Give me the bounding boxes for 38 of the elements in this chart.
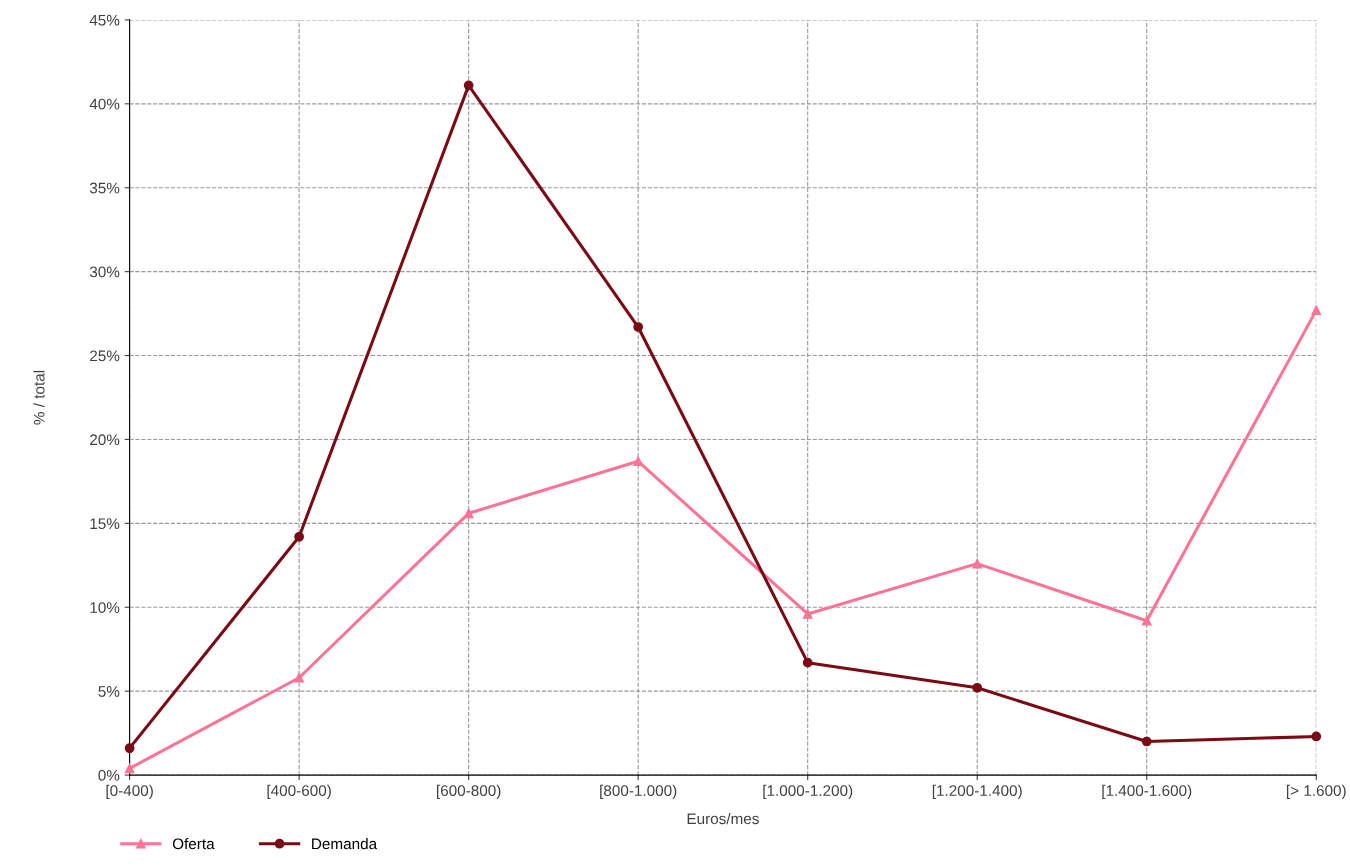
x-tick-label: [400-600) [267,784,331,800]
point [633,322,644,332]
y-tick-label: 30% [89,266,120,278]
y-axis-title: % / total [33,370,45,425]
point [633,456,644,467]
point [802,657,813,668]
point [972,682,983,693]
y-tick-label: 40% [89,98,120,110]
x-tick-label: [1.000-1.200) [763,784,853,800]
y-tick-label: 25% [90,350,120,362]
point [124,763,135,774]
x-axis-title: Euros/mes [687,812,759,825]
legend-label: Demanda [312,838,378,850]
y-tick-label: 15% [90,518,120,530]
x-tick-label: [600-800) [437,784,501,800]
x-tick-label: [800-1.000) [600,784,677,800]
point [1141,615,1152,626]
x-tick-label: [1.200-1.400) [932,784,1022,800]
y-tick-label: 0% [98,769,120,781]
y-tick-label: 35% [89,182,120,194]
point [463,508,474,519]
y-tick-label: 5% [98,686,120,697]
y-tick-label: 20% [90,434,120,446]
x-tick-label: [> 1.600) [1286,784,1346,800]
y-tick-label: 45% [89,14,120,26]
point [294,531,304,542]
x-tick-label: [0-400) [106,784,153,800]
point [802,609,813,619]
point [463,80,474,91]
point [124,743,135,754]
x-tick-label: [1.400-1.600) [1102,784,1192,800]
point [1311,305,1322,316]
legend-label: Oferta [172,838,215,850]
point [294,672,304,683]
point [1311,731,1322,742]
point [972,558,983,569]
point [1141,736,1152,747]
y-tick-label: 10% [90,602,120,613]
